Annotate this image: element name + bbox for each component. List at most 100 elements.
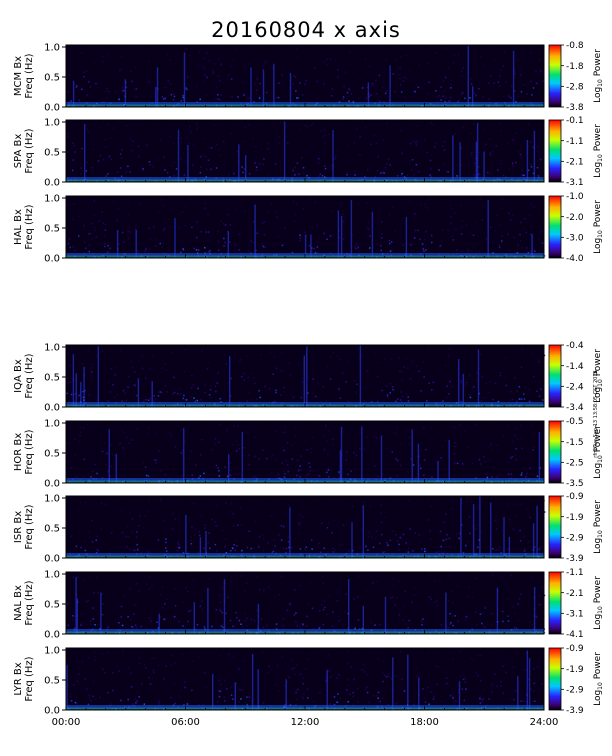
colorbar bbox=[548, 119, 562, 183]
colorbar-tick-label: -2.9 bbox=[566, 534, 584, 544]
colorbar-label: Log10 Power bbox=[593, 349, 604, 403]
colorbar-tick-label: -2.0 bbox=[566, 213, 584, 223]
colorbar-tick-label: -0.5 bbox=[566, 417, 584, 427]
spectrogram-isr bbox=[66, 496, 544, 558]
colorbar-tick-label: -0.9 bbox=[566, 644, 584, 654]
y-tick-label: 1.0 bbox=[44, 194, 60, 205]
y-axis-label-station: SPA Bx bbox=[13, 134, 24, 169]
y-axis-label-station: HOR Bx bbox=[13, 433, 24, 471]
panel-iqa: 0.0 0.5 1.0 IQA Bx Freq (Hz) -0.4 -1.4 -2.4 -3.4… bbox=[13, 341, 604, 413]
x-tick-label: 00:00 bbox=[52, 717, 81, 728]
colorbar-tick-label: -3.8 bbox=[566, 103, 584, 113]
y-tick-label: 0.5 bbox=[44, 224, 60, 235]
x-tick-label: 18:00 bbox=[410, 717, 439, 728]
y-tick-label: 0.0 bbox=[44, 178, 60, 189]
x-tick-label: 24:00 bbox=[530, 717, 559, 728]
colorbar-tick-label: -2.9 bbox=[566, 686, 584, 696]
y-axis-label-station: IQA Bx bbox=[13, 359, 24, 393]
colorbar-tick-label: -1.1 bbox=[566, 568, 584, 578]
y-tick-label: 1.0 bbox=[44, 419, 60, 430]
colorbar-tick-label: -2.1 bbox=[566, 158, 584, 168]
y-axis-label-freq: Freq (Hz) bbox=[24, 656, 35, 701]
spectrogram-nal bbox=[66, 572, 544, 634]
colorbar-label: Log10 Power bbox=[593, 124, 604, 178]
colorbar bbox=[548, 571, 562, 635]
y-tick-label: 0.0 bbox=[44, 403, 60, 414]
y-tick-label: 0.0 bbox=[44, 630, 60, 641]
y-tick-label: 0.5 bbox=[44, 73, 60, 84]
spectrogram-mcm bbox=[66, 45, 544, 107]
y-tick-label: 1.0 bbox=[44, 494, 60, 505]
colorbar-label: Log10 Power bbox=[593, 49, 604, 103]
y-axis-label-station: MCM Bx bbox=[13, 56, 24, 96]
colorbar-tick-label: -0.8 bbox=[566, 41, 584, 51]
panel-lyr: 0.0 0.5 1.0 LYR Bx Freq (Hz) -0.9 -1.9 -2.9 -3.9… bbox=[13, 644, 604, 716]
y-tick-label: 0.0 bbox=[44, 254, 60, 265]
y-tick-label: 1.0 bbox=[44, 646, 60, 657]
panel-hal: 0.0 0.5 1.0 HAL Bx Freq (Hz) -1.0 -2.0 -3.0 -4.0… bbox=[13, 192, 604, 264]
y-tick-label: 0.0 bbox=[44, 103, 60, 114]
colorbar-tick-label: -3.5 bbox=[566, 479, 584, 489]
y-tick-label: 0.0 bbox=[44, 479, 60, 490]
y-tick-label: 1.0 bbox=[44, 570, 60, 581]
y-tick-label: 0.5 bbox=[44, 676, 60, 687]
y-tick-label: 0.5 bbox=[44, 524, 60, 535]
y-tick-label: 1.0 bbox=[44, 343, 60, 354]
colorbar bbox=[548, 495, 562, 559]
panel-isr: 0.0 0.5 1.0 ISR Bx Freq (Hz) -0.9 -1.9 -2.9 -3.9… bbox=[13, 492, 604, 564]
y-axis-label-freq: Freq (Hz) bbox=[24, 429, 35, 474]
y-axis-label-station: HAL Bx bbox=[13, 209, 24, 245]
colorbar-label: Log10 Power bbox=[593, 500, 604, 554]
y-axis-label-station: LYR Bx bbox=[13, 662, 24, 695]
x-tick-label: 06:00 bbox=[171, 717, 200, 728]
colorbar-tick-label: -3.0 bbox=[566, 234, 584, 244]
colorbar bbox=[548, 44, 562, 108]
y-tick-label: 0.0 bbox=[44, 706, 60, 717]
colorbar-tick-label: -1.0 bbox=[566, 192, 584, 202]
colorbar-tick-label: -3.4 bbox=[566, 403, 584, 413]
colorbar-tick-label: -2.8 bbox=[566, 83, 584, 93]
colorbar-tick-label: -1.1 bbox=[566, 137, 584, 147]
colorbar-tick-label: -3.9 bbox=[566, 706, 584, 716]
y-axis-label-station: ISR Bx bbox=[13, 511, 24, 543]
panel-hor: 0.0 0.5 1.0 HOR Bx Freq (Hz) -0.5 -1.5 -2.5 -3.5… bbox=[13, 417, 604, 489]
colorbar-tick-label: -1.5 bbox=[566, 438, 584, 448]
spectrogram-hor bbox=[66, 421, 544, 483]
colorbar-label: Log10 Power bbox=[593, 425, 604, 479]
colorbar-tick-label: -2.5 bbox=[566, 459, 584, 469]
colorbar-label: Log10 Power bbox=[593, 652, 604, 706]
y-tick-label: 1.0 bbox=[44, 43, 60, 54]
y-tick-label: 1.0 bbox=[44, 118, 60, 129]
panel-nal: 0.0 0.5 1.0 NAL Bx Freq (Hz) -1.1 -2.1 -3.1 -4.1… bbox=[13, 568, 604, 640]
y-tick-label: 0.5 bbox=[44, 148, 60, 159]
y-axis-label-freq: Freq (Hz) bbox=[24, 53, 35, 98]
colorbar-label: Log10 Power bbox=[593, 200, 604, 254]
colorbar bbox=[548, 344, 562, 408]
panel-spa: 0.0 0.5 1.0 SPA Bx Freq (Hz) -0.1 -1.1 -2.1 -3.1… bbox=[13, 116, 604, 188]
colorbar-tick-label: -1.8 bbox=[566, 62, 584, 72]
colorbar-tick-label: -0.4 bbox=[566, 341, 584, 351]
colorbar bbox=[548, 647, 562, 711]
colorbar-tick-label: -1.4 bbox=[566, 362, 584, 372]
x-tick-label: 12:00 bbox=[291, 717, 320, 728]
colorbar-tick-label: -4.0 bbox=[566, 254, 584, 264]
y-axis-label-freq: Freq (Hz) bbox=[24, 204, 35, 249]
y-axis-label-freq: Freq (Hz) bbox=[24, 580, 35, 625]
figure-title: 20160804 x axis bbox=[211, 18, 401, 42]
colorbar bbox=[548, 195, 562, 259]
y-axis-label-freq: Freq (Hz) bbox=[24, 128, 35, 173]
colorbar-tick-label: -4.1 bbox=[566, 630, 584, 640]
colorbar bbox=[548, 420, 562, 484]
colorbar-tick-label: -1.9 bbox=[566, 665, 584, 675]
colorbar-tick-label: -3.1 bbox=[566, 178, 584, 188]
colorbar-tick-label: -3.1 bbox=[566, 610, 584, 620]
colorbar-tick-label: -2.1 bbox=[566, 589, 584, 599]
colorbar-tick-label: -1.9 bbox=[566, 513, 584, 523]
y-tick-label: 0.5 bbox=[44, 373, 60, 384]
y-axis-label-freq: Freq (Hz) bbox=[24, 353, 35, 398]
panel-mcm: 0.0 0.5 1.0 MCM Bx Freq (Hz) -0.8 -1.8 -2.8 -3.8… bbox=[13, 41, 604, 113]
colorbar-label: Log10 Power bbox=[593, 576, 604, 630]
y-tick-label: 0.5 bbox=[44, 449, 60, 460]
y-tick-label: 0.0 bbox=[44, 554, 60, 565]
